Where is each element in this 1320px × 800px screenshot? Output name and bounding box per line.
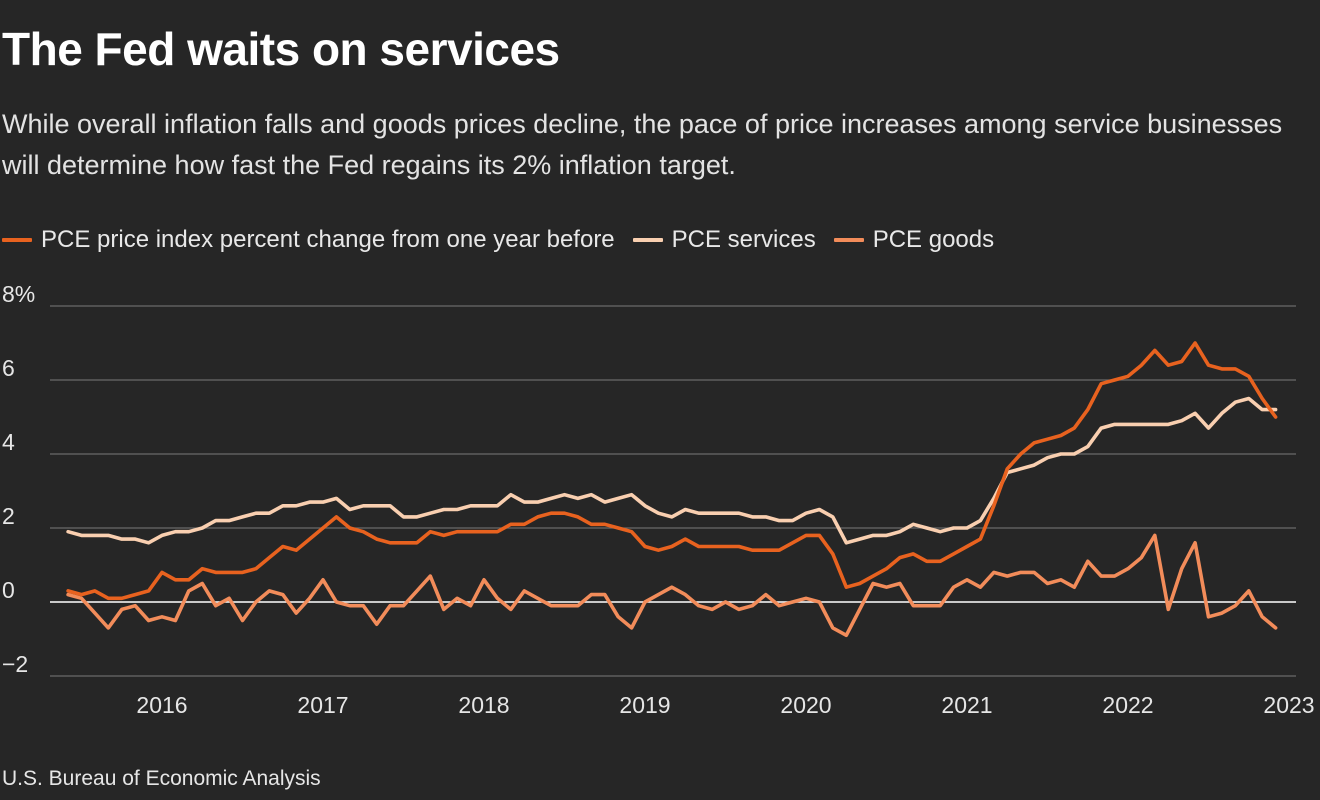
series-line-pce-goods <box>66 533 1278 638</box>
legend-swatch-pce-services <box>632 238 663 242</box>
legend-item-pce-goods: PCE goods <box>833 226 995 254</box>
y-axis-ticks: 8% 6 4 2 0 −2 <box>2 281 35 677</box>
x-tick-label: 2021 <box>941 692 992 718</box>
legend-item-pce-services: PCE services <box>632 226 816 254</box>
line-chart: 8% 6 4 2 0 −2 2016 2017 2018 2019 2020 2021 2022 202… <box>2 281 1315 718</box>
grid-lines <box>50 305 1296 677</box>
y-tick-label: 4 <box>2 429 15 455</box>
y-tick-label: 6 <box>2 355 15 381</box>
x-tick-label: 2023 <box>1263 692 1314 718</box>
legend-label-pce-goods: PCE goods <box>872 226 995 253</box>
x-tick-label: 2017 <box>297 692 348 718</box>
chart-subtitle: While overall inflation falls and goods … <box>2 109 1283 180</box>
legend: PCE price index percent change from one … <box>2 226 1012 254</box>
y-tick-label: 8% <box>2 281 35 307</box>
x-tick-label: 2018 <box>458 692 509 718</box>
legend-swatch-pce-total <box>2 238 32 242</box>
x-tick-label: 2020 <box>780 692 831 718</box>
series-line-pce-total <box>66 341 1278 601</box>
x-tick-label: 2019 <box>619 692 670 718</box>
y-tick-label: 0 <box>2 577 15 603</box>
source-note: U.S. Bureau of Economic Analysis <box>2 767 321 790</box>
legend-swatch-pce-goods <box>833 238 864 242</box>
x-tick-label: 2016 <box>136 692 187 718</box>
x-tick-label: 2022 <box>1102 692 1153 718</box>
chart-title: The Fed waits on services <box>2 23 560 75</box>
legend-label-pce-total: PCE price index percent change from one … <box>41 226 615 253</box>
y-tick-label: 2 <box>2 503 15 529</box>
legend-label-pce-services: PCE services <box>671 226 816 253</box>
y-tick-label: −2 <box>2 651 28 677</box>
x-axis-ticks: 2016 2017 2018 2019 2020 2021 2022 2023 <box>136 692 1314 718</box>
series-lines <box>66 341 1278 638</box>
legend-item-pce-total: PCE price index percent change from one … <box>2 226 615 254</box>
series-line-pce-services <box>66 396 1278 545</box>
